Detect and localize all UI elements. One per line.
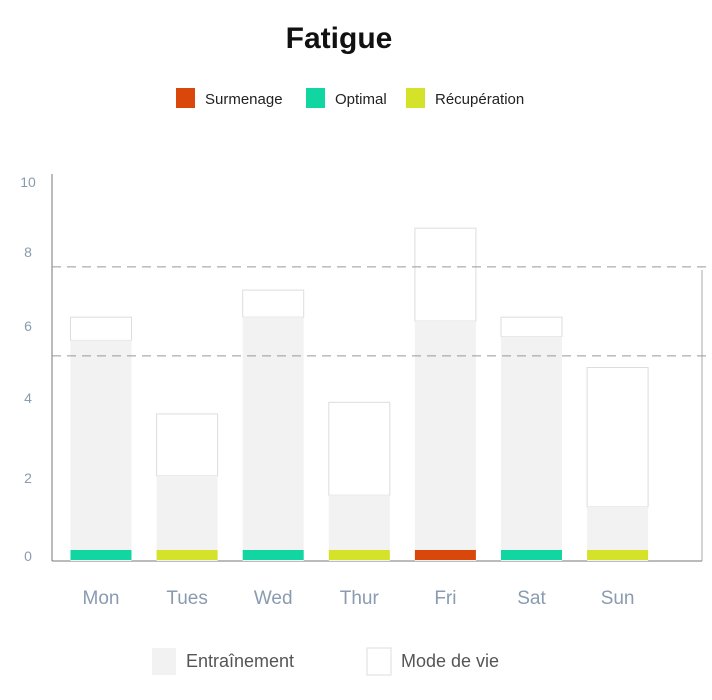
status-strip bbox=[242, 550, 304, 560]
plot-area: 0 2 4 6 8 10 Mon Tues Wed Thur Fri Sat Sun bbox=[20, 174, 710, 609]
status-strip bbox=[156, 550, 218, 560]
legend-label: Surmenage bbox=[205, 91, 283, 108]
legend-swatch-récupération bbox=[406, 88, 425, 108]
status-strip bbox=[587, 550, 649, 560]
y-tick-label: 10 bbox=[20, 174, 36, 190]
y-tick-label: 4 bbox=[24, 390, 32, 406]
legend-swatch-series bbox=[366, 647, 392, 676]
y-tick-label: 0 bbox=[24, 548, 32, 564]
bar-mode-de-vie bbox=[156, 413, 219, 477]
bar-entrainement bbox=[70, 340, 132, 561]
bar-entrainement bbox=[501, 336, 562, 561]
legend-swatch-series bbox=[152, 648, 176, 675]
status-strip bbox=[70, 550, 132, 560]
status-strip bbox=[414, 550, 476, 560]
series-legend: Entraînement Mode de vie bbox=[152, 647, 499, 676]
x-tick-label: Fri bbox=[434, 588, 456, 609]
legend-series-label: Entraînement bbox=[186, 651, 294, 671]
legend-swatch-surmenage bbox=[176, 88, 195, 108]
bar-entrainement bbox=[242, 317, 304, 561]
bar-mode-de-vie bbox=[70, 316, 132, 341]
y-tick-label: 2 bbox=[24, 470, 32, 486]
legend-label: Récupération bbox=[435, 91, 524, 108]
x-tick-label: Thur bbox=[340, 588, 380, 609]
y-tick-label: 6 bbox=[24, 318, 32, 334]
legend-swatch-optimal bbox=[306, 88, 325, 108]
bar-entrainement bbox=[414, 321, 476, 561]
status-strip bbox=[328, 550, 390, 560]
bar-mode-de-vie bbox=[500, 316, 563, 338]
legend-series-label: Mode de vie bbox=[401, 651, 499, 671]
bar-mode-de-vie bbox=[328, 401, 391, 496]
chart-title: Fatigue bbox=[286, 22, 393, 55]
bar-entrainement bbox=[156, 475, 218, 561]
x-tick-label: Wed bbox=[254, 588, 293, 609]
bar-mode-de-vie bbox=[414, 227, 477, 322]
x-tick-label: Sat bbox=[517, 588, 546, 609]
x-tick-label: Mon bbox=[83, 588, 120, 609]
status-strip bbox=[501, 550, 562, 560]
x-tick-label: Sun bbox=[601, 588, 635, 609]
legend-label: Optimal bbox=[335, 91, 387, 108]
x-tick-label: Tues bbox=[166, 588, 208, 609]
y-tick-label: 8 bbox=[24, 244, 32, 260]
status-legend: Surmenage Optimal Récupération bbox=[176, 88, 524, 108]
bar-mode-de-vie bbox=[242, 289, 305, 318]
bar-mode-de-vie bbox=[586, 367, 649, 508]
